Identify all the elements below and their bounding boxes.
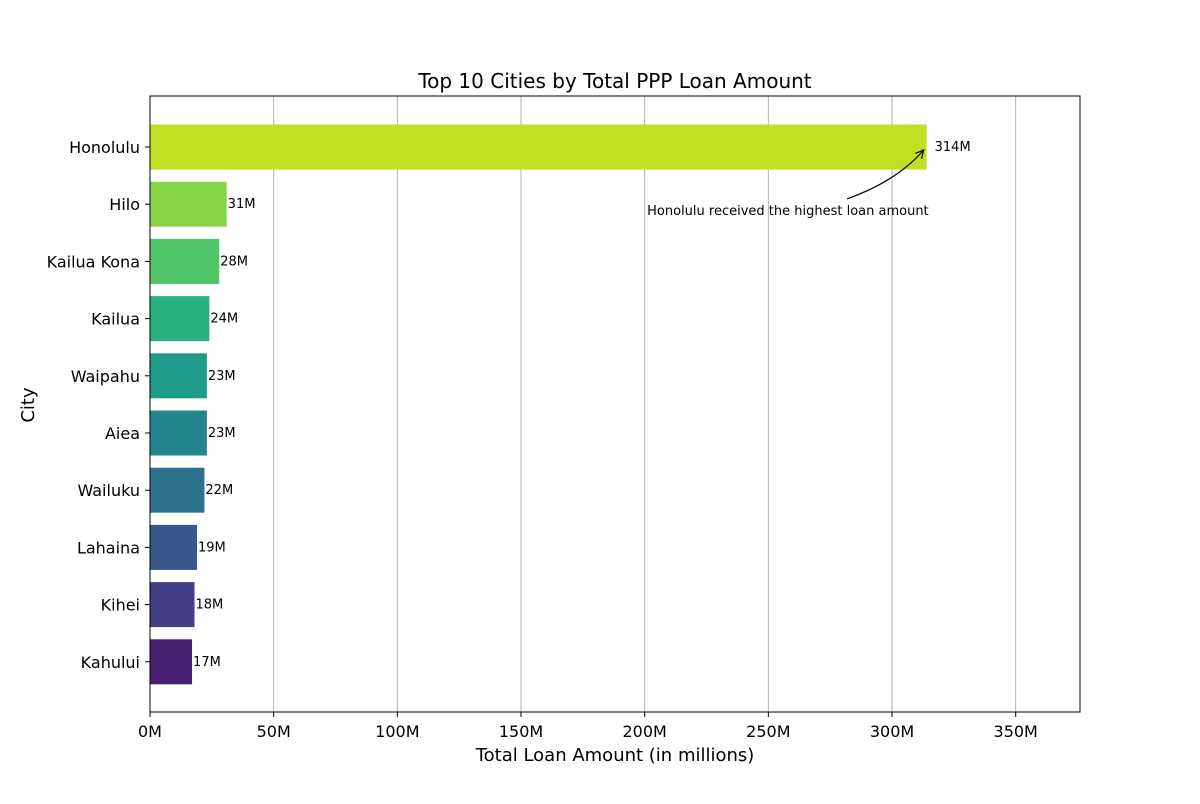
bar-honolulu — [150, 124, 927, 170]
y-tick-label: Hilo — [109, 195, 140, 214]
bar-lahaina — [150, 524, 197, 570]
x-tick-label: 100M — [375, 722, 419, 741]
bar-value-label: 19M — [198, 540, 226, 555]
x-tick-label: 0M — [138, 722, 162, 741]
annotation-text: Honolulu received the highest loan amoun… — [647, 204, 929, 219]
y-tick-label: Kihei — [101, 596, 140, 615]
bar-wailuku — [150, 467, 205, 513]
bar-hilo — [150, 181, 227, 227]
y-tick-label: Kahului — [81, 653, 140, 672]
bar-kahului — [150, 639, 193, 685]
chart-title: Top 10 Cities by Total PPP Loan Amount — [417, 69, 811, 93]
bar-value-label: 31M — [228, 197, 256, 212]
bar-kihei — [150, 582, 195, 628]
x-tick-label: 150M — [499, 722, 543, 741]
x-tick-label: 250M — [746, 722, 790, 741]
y-tick-label: Waipahu — [71, 367, 140, 386]
bar-value-label: 17M — [193, 655, 221, 670]
y-tick-label: Kailua Kona — [47, 252, 140, 271]
y-tick-label: Kailua — [91, 310, 140, 329]
y-axis-ticks: Honolulu Hilo Kailua Kona Kailua Waipahu Aiea… — [47, 138, 150, 672]
bar-value-label: 314M — [935, 140, 971, 155]
bar-value-label: 24M — [210, 312, 238, 327]
bar-aiea — [150, 410, 207, 456]
bar-waipahu — [150, 353, 207, 399]
bar-kailua — [150, 296, 210, 342]
y-tick-label: Aiea — [105, 424, 140, 443]
y-tick-label: Lahaina — [77, 538, 140, 557]
bar-value-label: 28M — [220, 254, 248, 269]
x-tick-label: 300M — [870, 722, 914, 741]
y-axis-label: City — [18, 387, 39, 423]
x-tick-label: 200M — [623, 722, 667, 741]
annotation-arrow — [846, 150, 923, 200]
annotation-group: Honolulu received the highest loan amoun… — [647, 150, 929, 219]
x-tick-label: 350M — [994, 722, 1038, 741]
bar-value-label: 18M — [196, 598, 224, 613]
grid-lines — [273, 96, 1017, 712]
bar-kailua-kona — [150, 238, 220, 284]
y-tick-label: Wailuku — [77, 481, 140, 500]
y-tick-label: Honolulu — [69, 138, 140, 157]
x-axis-label: Total Loan Amount (in millions) — [475, 745, 755, 766]
bar-value-label: 23M — [208, 369, 236, 384]
x-tick-label: 50M — [257, 722, 291, 741]
bars — [150, 124, 927, 685]
bar-value-label: 22M — [205, 483, 233, 498]
bar-value-label: 23M — [208, 426, 236, 441]
plot-frame — [149, 95, 1081, 713]
bar-value-labels: 314M 31M 28M 24M 23M 23M 22M 19M 18M 17M — [193, 140, 971, 670]
x-axis-ticks: 0M 50M 100M 150M 200M 250M 300M 350M — [138, 712, 1038, 741]
